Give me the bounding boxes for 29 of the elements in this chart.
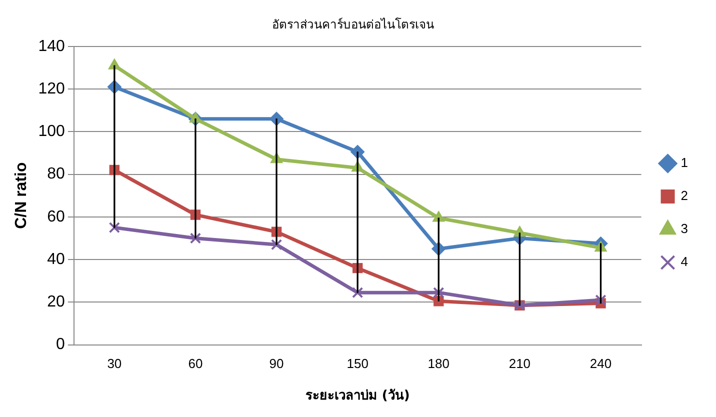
y-tick-label: 40	[47, 250, 65, 268]
chart-title: อัตราส่วนคาร์บอนต่อไนโตรเจน	[272, 17, 434, 32]
y-tick-label: 20	[47, 294, 65, 311]
point	[270, 239, 282, 250]
x-axis-title: ระยะเวลาบ่ม (วัน)	[305, 388, 410, 404]
y-tick-label: 140	[38, 38, 65, 55]
y-tick-label: 0	[56, 336, 65, 354]
x-tick-label: 90	[269, 356, 284, 372]
point	[108, 222, 120, 234]
point	[190, 232, 202, 244]
point	[433, 286, 444, 298]
legend-label: 3	[680, 221, 688, 236]
y-tick-label: 60	[47, 208, 65, 226]
x-tick-label: 180	[428, 356, 450, 372]
legend-label: 2	[680, 188, 688, 204]
point	[595, 294, 606, 306]
point	[514, 226, 526, 237]
y-tick-label: 100	[38, 123, 65, 140]
x-tick-label: 240	[590, 356, 612, 372]
x-tick-label: 210	[508, 356, 531, 372]
x-tick-label: 60	[188, 356, 203, 372]
x-tick-label: 30	[107, 356, 122, 372]
legend-label: 1	[680, 155, 688, 170]
legend-label: 4	[680, 254, 688, 270]
x-tick-label: 150	[346, 356, 368, 372]
y-tick-label: 120	[38, 80, 65, 98]
point	[352, 286, 364, 298]
y-tick-label: 80	[47, 166, 65, 183]
y-axis-title: C/N ratio	[13, 162, 30, 229]
